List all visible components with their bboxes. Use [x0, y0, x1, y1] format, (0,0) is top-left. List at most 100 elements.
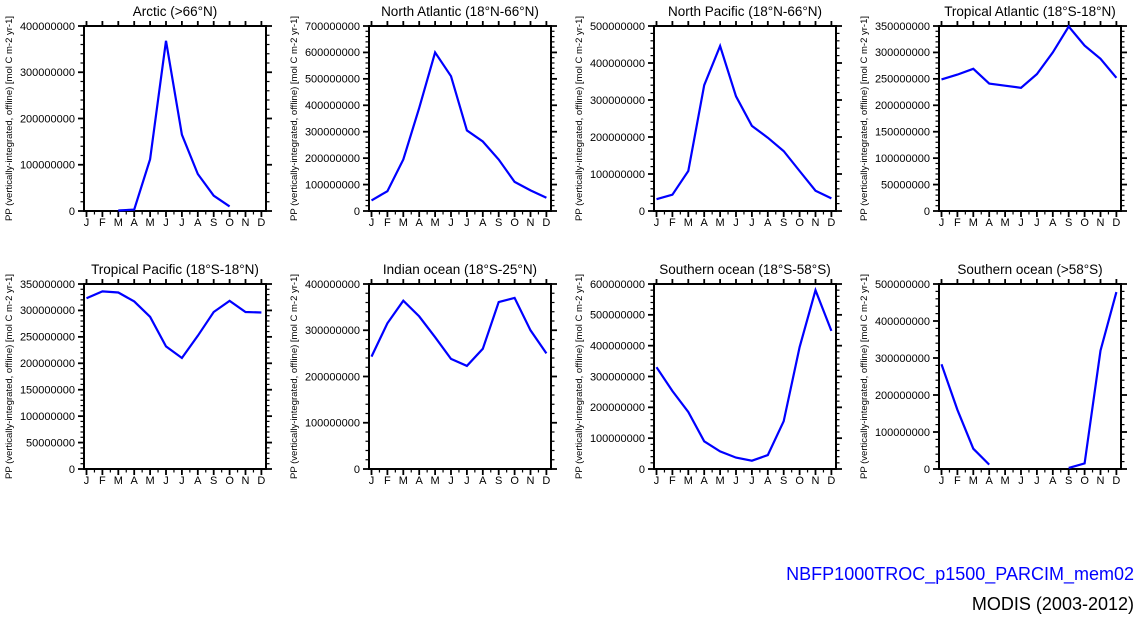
x-tick-label: M: [716, 475, 725, 487]
y-axis-label: PP (vertically-integrated, offline) [mol…: [859, 16, 870, 221]
y-tick-label: 300000000: [305, 325, 360, 337]
x-tick-label: M: [716, 217, 725, 229]
x-tick-label: M: [114, 475, 123, 487]
y-tick-label: 400000000: [590, 340, 645, 352]
y-axis-label: PP (vertically-integrated, offline) [mol…: [574, 16, 585, 221]
data-line: [1068, 291, 1118, 469]
y-tick-label: 200000000: [875, 390, 930, 402]
panel-title: Arctic (>66°N): [133, 4, 218, 19]
y-tick-label: 0: [924, 206, 930, 218]
x-tick-label: M: [431, 217, 440, 229]
chart-panel: 0 100000000 200000000 300000000 400000000 500…: [574, 262, 842, 487]
y-tick-label: 200000000: [20, 358, 75, 370]
y-axis-label: PP (vertically-integrated, offline) [mol…: [574, 274, 585, 479]
x-tick-label: J: [448, 217, 454, 229]
x-tick-label: O: [795, 217, 804, 229]
y-tick-label: 300000000: [590, 95, 645, 107]
x-tick-label: J: [733, 475, 739, 487]
x-tick-label: M: [431, 475, 440, 487]
x-tick-label: A: [764, 475, 772, 487]
x-tick-label: J: [179, 475, 185, 487]
y-tick-label: 150000000: [875, 127, 930, 139]
x-tick-label: N: [242, 475, 250, 487]
x-tick-label: A: [986, 475, 994, 487]
x-tick-label: F: [384, 475, 391, 487]
chart-panel: 0 50000000 100000000 150000000 200000000 2500…: [859, 4, 1127, 229]
plot-frame: [653, 25, 837, 212]
x-tick-label: J: [939, 217, 945, 229]
x-tick-label: J: [1018, 217, 1024, 229]
x-tick-label: D: [542, 475, 550, 487]
x-tick-label: M: [114, 217, 123, 229]
y-tick-label: 400000000: [305, 100, 360, 112]
y-axis-label: PP (vertically-integrated, offline) [mol…: [289, 16, 300, 221]
x-tick-label: A: [131, 475, 139, 487]
x-tick-label: S: [780, 217, 787, 229]
y-tick-label: 200000000: [305, 153, 360, 165]
x-tick-label: F: [954, 217, 961, 229]
data-line: [940, 363, 990, 466]
x-tick-label: M: [1001, 475, 1010, 487]
y-tick-label: 700000000: [305, 21, 360, 33]
y-tick-label: 300000000: [20, 67, 75, 79]
x-tick-label: S: [1065, 475, 1072, 487]
y-tick-label: 0: [924, 464, 930, 476]
y-tick-label: 400000000: [590, 58, 645, 70]
y-tick-label: 100000000: [590, 169, 645, 181]
x-tick-label: M: [684, 475, 693, 487]
x-tick-label: O: [795, 475, 804, 487]
x-tick-label: O: [225, 475, 234, 487]
x-tick-label: A: [131, 217, 139, 229]
x-tick-label: M: [969, 475, 978, 487]
data-line: [655, 286, 833, 462]
x-tick-label: A: [986, 217, 994, 229]
x-tick-label: J: [1034, 217, 1040, 229]
x-tick-label: D: [257, 475, 265, 487]
plot-frame: [83, 25, 267, 212]
chart-panel: 0 50000000 100000000 150000000 200000000 2500…: [4, 262, 272, 487]
x-tick-label: J: [369, 475, 375, 487]
x-tick-label: J: [369, 217, 375, 229]
x-tick-label: N: [242, 217, 250, 229]
y-tick-label: 200000000: [20, 113, 75, 125]
x-tick-label: J: [84, 217, 90, 229]
plot-frame: [368, 25, 552, 212]
x-tick-label: N: [812, 475, 820, 487]
x-tick-label: N: [1097, 475, 1105, 487]
x-tick-label: S: [495, 475, 502, 487]
legend-model-run-label: NBFP1000TROC_p1500_PARCIM_mem02: [786, 564, 1134, 584]
y-tick-label: 200000000: [590, 132, 645, 144]
x-tick-label: A: [479, 475, 487, 487]
y-tick-label: 50000000: [881, 179, 930, 191]
x-tick-label: F: [99, 475, 106, 487]
y-tick-label: 0: [69, 206, 75, 218]
x-tick-label: O: [510, 475, 519, 487]
y-tick-label: 500000000: [305, 74, 360, 86]
y-tick-label: 500000000: [875, 279, 930, 291]
y-tick-label: 500000000: [590, 21, 645, 33]
y-tick-label: 100000000: [590, 433, 645, 445]
y-tick-label: 400000000: [20, 21, 75, 33]
x-tick-label: D: [827, 475, 835, 487]
y-axis-label: PP (vertically-integrated, offline) [mol…: [4, 274, 15, 479]
x-tick-label: J: [654, 217, 660, 229]
x-tick-label: A: [416, 217, 424, 229]
panel-title: Indian ocean (18°S-25°N): [383, 262, 537, 277]
data-line: [118, 40, 231, 212]
x-tick-label: O: [1080, 475, 1089, 487]
data-line: [941, 24, 1118, 89]
x-tick-label: O: [1080, 217, 1089, 229]
x-tick-label: J: [1018, 475, 1024, 487]
y-tick-label: 0: [639, 206, 645, 218]
chart-panel: 0 100000000 200000000 300000000 400000000 500…: [289, 4, 557, 229]
y-tick-label: 0: [354, 206, 360, 218]
plot-frame: [938, 25, 1122, 212]
x-tick-label: O: [225, 217, 234, 229]
y-tick-label: 250000000: [20, 332, 75, 344]
x-tick-label: A: [1049, 217, 1057, 229]
x-tick-label: J: [84, 475, 90, 487]
x-tick-label: J: [749, 217, 755, 229]
y-tick-label: 200000000: [875, 100, 930, 112]
